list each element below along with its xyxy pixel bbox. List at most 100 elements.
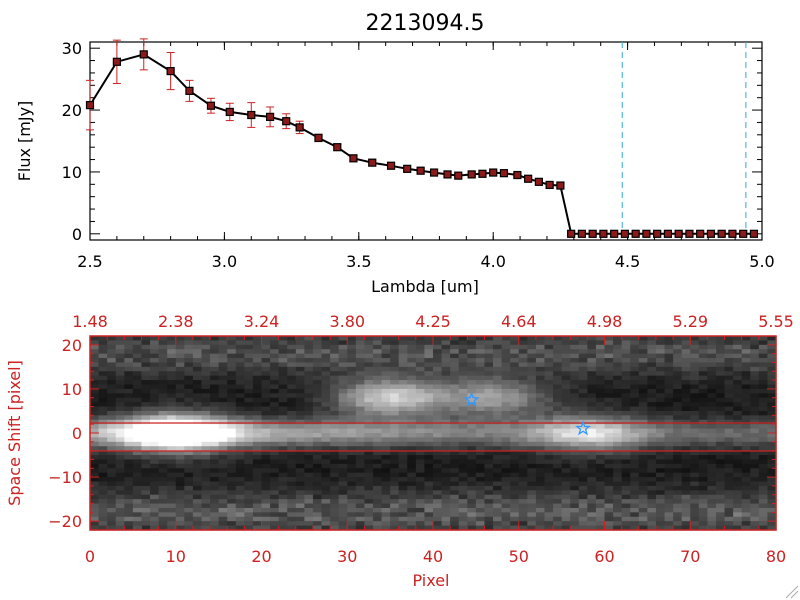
heatmap-cell (390, 340, 400, 346)
heatmap-cell (475, 388, 486, 394)
heatmap-cell (175, 406, 185, 412)
heatmap-cell (175, 358, 185, 364)
heatmap-cell (398, 481, 408, 487)
heatmap-cell (664, 410, 674, 416)
heatmap-cell (501, 441, 511, 447)
heatmap-cell (467, 380, 477, 386)
heatmap-cell (535, 521, 546, 527)
heatmap-cell (630, 433, 640, 439)
heatmap-cell (167, 406, 177, 412)
heatmap-cell (578, 393, 588, 399)
heatmap-cell (115, 375, 125, 381)
heatmap-cell (407, 503, 417, 509)
heatmap-cell (192, 472, 203, 478)
heatmap-cell (347, 494, 357, 500)
heatmap-cell (167, 388, 177, 394)
heatmap-cell (750, 406, 760, 412)
heatmap-cell (587, 499, 597, 505)
heatmap-cell (415, 441, 426, 447)
heatmap-cell (673, 340, 683, 346)
heatmap-cell (484, 437, 494, 443)
heatmap-cell (450, 371, 460, 377)
heatmap-cell (287, 455, 297, 461)
heatmap-cell (184, 402, 194, 408)
heatmap-cell (150, 384, 160, 390)
heatmap-cell (767, 362, 777, 368)
heatmap-cell (621, 344, 631, 350)
heatmap-cell (330, 353, 340, 359)
heatmap-cell (724, 402, 734, 408)
heatmap-cell (527, 516, 537, 522)
heatmap-cell (484, 428, 494, 434)
heatmap-cell (733, 468, 743, 474)
heatmap-cell (501, 463, 511, 469)
spectrum-point (739, 229, 748, 238)
heatmap-cell (450, 455, 460, 461)
heatmap-cell (252, 410, 263, 416)
heatmap-cell (184, 481, 194, 487)
heatmap-cell (270, 349, 280, 355)
heatmap-cell (664, 366, 674, 372)
heatmap-cell (604, 499, 614, 505)
heatmap-cell (415, 419, 426, 425)
heatmap-cell (475, 433, 486, 439)
heatmap-cell (407, 349, 417, 355)
heatmap-cell (201, 428, 211, 434)
heatmap-cell (227, 380, 237, 386)
heatmap-cell (338, 410, 348, 416)
heatmap-cell (510, 419, 520, 425)
heatmap-cell (424, 494, 434, 500)
heatmap-cell (750, 397, 760, 403)
image-top-tick-label: 5.29 (672, 312, 708, 331)
heatmap-cell (364, 406, 374, 412)
heatmap-cell (235, 371, 245, 377)
heatmap-cell (553, 521, 563, 527)
heatmap-cell (424, 499, 434, 505)
heatmap-cell (690, 397, 700, 403)
heatmap-cell (321, 503, 331, 509)
image-top-tick-label: 4.64 (501, 312, 537, 331)
heatmap-cell (467, 516, 477, 522)
heatmap-cell (261, 455, 271, 461)
heatmap-cell (98, 410, 108, 416)
heatmap-cell (484, 349, 494, 355)
heatmap-cell (655, 503, 666, 509)
heatmap-cell (510, 463, 520, 469)
heatmap-cell (98, 437, 108, 443)
resize-grip[interactable] (785, 585, 799, 599)
heatmap-cell (544, 358, 554, 364)
heatmap-cell (715, 516, 726, 522)
heatmap-cell (184, 525, 194, 531)
heatmap-cell (681, 406, 691, 412)
heatmap-cell (570, 397, 580, 403)
heatmap-cell (347, 521, 357, 527)
heatmap-cell (561, 441, 571, 447)
heatmap-cell (553, 459, 563, 465)
heatmap-cell (227, 362, 237, 368)
heatmap-cell (698, 477, 708, 483)
heatmap-cell (158, 344, 168, 350)
heatmap-cell (115, 450, 125, 456)
heatmap-cell (338, 393, 348, 399)
heatmap-cell (561, 380, 571, 386)
heatmap-cell (535, 362, 546, 368)
heatmap-cell (252, 507, 263, 513)
heatmap-cell (758, 494, 769, 500)
heatmap-cell (115, 384, 125, 390)
heatmap-cell (261, 340, 271, 346)
heatmap-cell (673, 433, 683, 439)
heatmap-cell (553, 433, 563, 439)
heatmap-cell (330, 472, 340, 478)
heatmap-cell (90, 516, 100, 522)
heatmap-cell (381, 450, 391, 456)
heatmap-cell (98, 525, 108, 531)
heatmap-cell (98, 349, 108, 355)
heatmap-cell (518, 375, 528, 381)
heatmap-cell (715, 415, 726, 421)
heatmap-cell (441, 375, 451, 381)
heatmap-cell (467, 433, 477, 439)
heatmap-cell (252, 485, 263, 491)
heatmap-cell (158, 410, 168, 416)
heatmap-cell (613, 468, 623, 474)
heatmap-cell (630, 477, 640, 483)
